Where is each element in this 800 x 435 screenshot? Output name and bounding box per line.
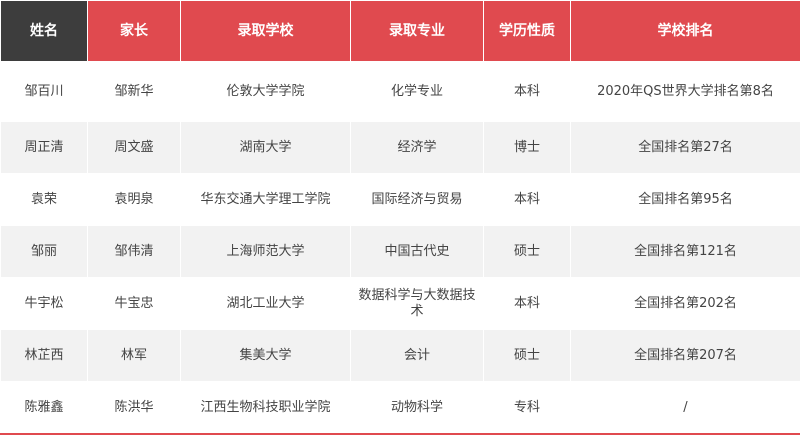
- cell-school: 上海师范大学: [181, 226, 351, 278]
- cell-student-name: 陈雅鑫: [1, 382, 88, 435]
- table-row: 周正清周文盛湖南大学经济学博士全国排名第27名: [1, 122, 800, 174]
- cell-major: 中国古代史: [351, 226, 484, 278]
- cell-major: 国际经济与贸易: [351, 174, 484, 226]
- cell-ranking: 全国排名第207名: [571, 330, 800, 382]
- header-ranking: 学校排名: [571, 1, 800, 62]
- cell-parent-name: 袁明泉: [88, 174, 181, 226]
- table-row: 陈雅鑫陈洪华江西生物科技职业学院动物科学专科/: [1, 382, 800, 435]
- cell-school: 华东交通大学理工学院: [181, 174, 351, 226]
- header-row: 姓名 家长 录取学校 录取专业 学历性质 学校排名: [1, 1, 800, 62]
- header-name: 姓名: [1, 1, 88, 62]
- table-row: 袁荣袁明泉华东交通大学理工学院国际经济与贸易本科全国排名第95名: [1, 174, 800, 226]
- table-row: 邹丽邹伟清上海师范大学中国古代史硕士全国排名第121名: [1, 226, 800, 278]
- cell-ranking: /: [571, 382, 800, 435]
- cell-degree: 专科: [484, 382, 571, 435]
- cell-student-name: 袁荣: [1, 174, 88, 226]
- header-major: 录取专业: [351, 1, 484, 62]
- cell-degree: 本科: [484, 278, 571, 330]
- cell-degree: 本科: [484, 62, 571, 122]
- cell-degree: 硕士: [484, 226, 571, 278]
- header-parent: 家长: [88, 1, 181, 62]
- cell-school: 江西生物科技职业学院: [181, 382, 351, 435]
- cell-major: 数据科学与大数据技术: [351, 278, 484, 330]
- cell-ranking: 全国排名第27名: [571, 122, 800, 174]
- cell-ranking: 全国排名第202名: [571, 278, 800, 330]
- header-school: 录取学校: [181, 1, 351, 62]
- table-row: 林芷西林军集美大学会计硕士全国排名第207名: [1, 330, 800, 382]
- cell-school: 湖北工业大学: [181, 278, 351, 330]
- cell-ranking: 全国排名第121名: [571, 226, 800, 278]
- cell-parent-name: 周文盛: [88, 122, 181, 174]
- cell-ranking: 全国排名第95名: [571, 174, 800, 226]
- cell-major: 化学专业: [351, 62, 484, 122]
- cell-major: 会计: [351, 330, 484, 382]
- cell-student-name: 邹百川: [1, 62, 88, 122]
- cell-school: 集美大学: [181, 330, 351, 382]
- cell-ranking: 2020年QS世界大学排名第8名: [571, 62, 800, 122]
- cell-major: 经济学: [351, 122, 484, 174]
- cell-parent-name: 邹新华: [88, 62, 181, 122]
- cell-degree: 本科: [484, 174, 571, 226]
- cell-student-name: 周正清: [1, 122, 88, 174]
- cell-degree: 博士: [484, 122, 571, 174]
- table-row: 牛宇松牛宝忠湖北工业大学数据科学与大数据技术本科全国排名第202名: [1, 278, 800, 330]
- header-degree: 学历性质: [484, 1, 571, 62]
- cell-student-name: 邹丽: [1, 226, 88, 278]
- cell-parent-name: 牛宝忠: [88, 278, 181, 330]
- cell-student-name: 林芷西: [1, 330, 88, 382]
- cell-parent-name: 林军: [88, 330, 181, 382]
- cell-school: 伦敦大学学院: [181, 62, 351, 122]
- cell-parent-name: 陈洪华: [88, 382, 181, 435]
- cell-degree: 硕士: [484, 330, 571, 382]
- cell-student-name: 牛宇松: [1, 278, 88, 330]
- cell-school: 湖南大学: [181, 122, 351, 174]
- cell-parent-name: 邹伟清: [88, 226, 181, 278]
- cell-major: 动物科学: [351, 382, 484, 435]
